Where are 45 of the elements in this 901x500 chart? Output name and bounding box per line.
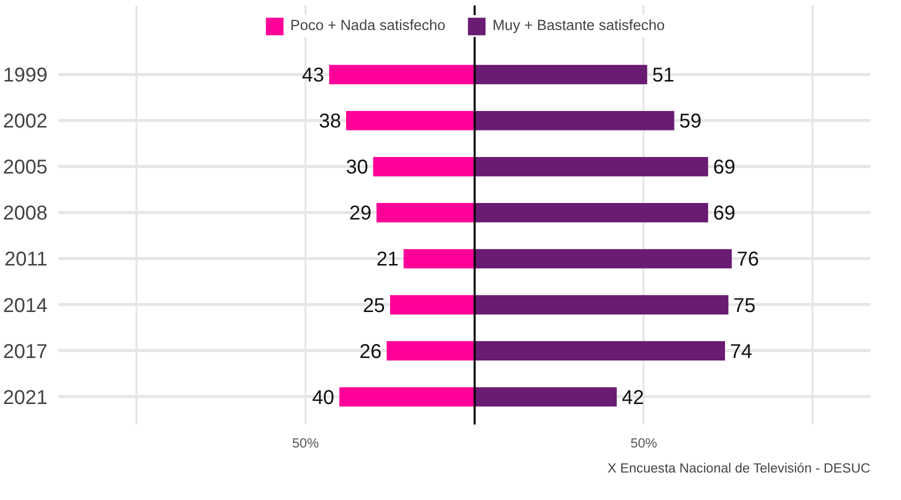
bar (474, 110, 674, 130)
bar (346, 110, 475, 130)
data-label: 75 (733, 294, 756, 317)
data-label: 69 (713, 156, 736, 179)
data-label: 69 (713, 202, 736, 225)
data-label: 51 (652, 64, 674, 87)
data-label: 30 (346, 156, 368, 179)
text: X Encuesta Nacional de Televisión - DESUC (608, 460, 871, 476)
y-tick-label: 2005 (3, 156, 48, 179)
bar (474, 295, 728, 314)
y-tick-label: 2017 (3, 340, 48, 363)
bar (474, 387, 617, 407)
x-tick-label: 50% (292, 436, 319, 450)
bar (390, 295, 475, 314)
data-label: 25 (362, 294, 386, 317)
y-tick-label: 2021 (3, 386, 48, 409)
y-tick-label: 2002 (3, 110, 48, 133)
data-label: 42 (622, 386, 644, 409)
y-tick-label: 1999 (3, 64, 48, 87)
bar (329, 64, 475, 84)
bar (376, 203, 475, 222)
data-label: 76 (736, 248, 760, 271)
bar (474, 156, 708, 176)
data-label: 29 (349, 202, 372, 225)
data-label: 38 (318, 110, 342, 133)
data-label: 40 (312, 386, 334, 409)
data-label: 26 (359, 340, 382, 363)
legend-label: Muy + Bastante satisfecho (492, 18, 665, 34)
bar (474, 203, 708, 222)
data-label: 74 (730, 340, 752, 363)
bar (474, 64, 648, 84)
bar (386, 341, 475, 360)
bar (474, 341, 726, 360)
legend-label: Poco + Nada satisfecho (290, 18, 446, 34)
data-label: 43 (302, 64, 324, 87)
data-label: 21 (376, 248, 399, 271)
bar (339, 387, 475, 407)
bar (404, 249, 475, 268)
y-tick-label: 2008 (3, 202, 48, 225)
y-tick-label: 2014 (3, 294, 48, 317)
data-label: 59 (679, 110, 702, 133)
x-tick-label: 50% (630, 436, 658, 450)
bar (474, 249, 732, 268)
y-tick-label: 2011 (4, 248, 48, 271)
bar (373, 156, 475, 176)
